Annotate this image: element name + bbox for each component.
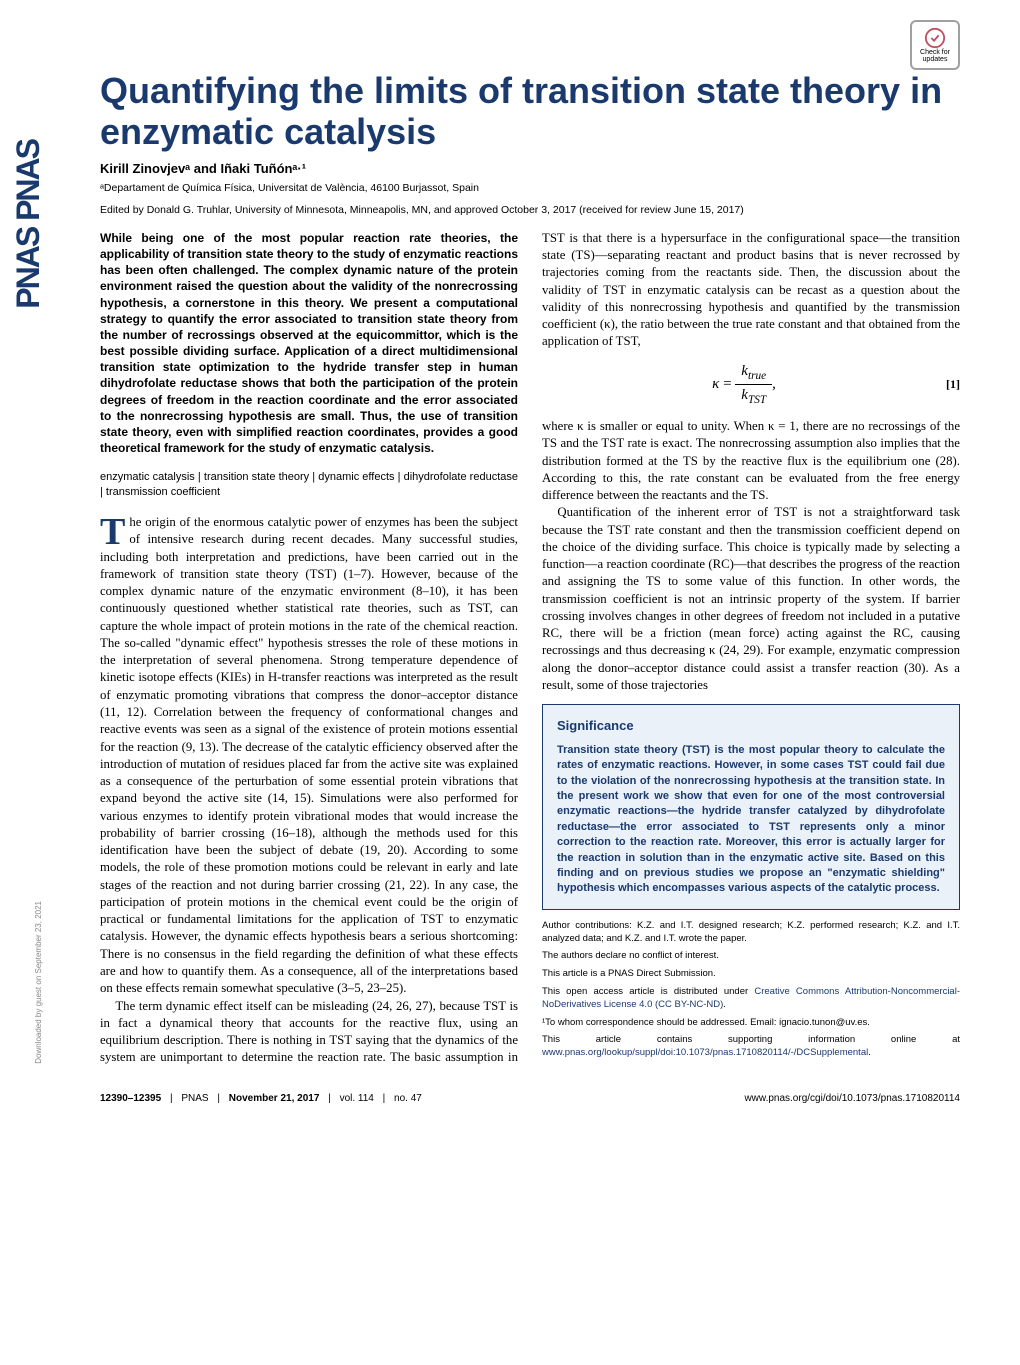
- journal-brand-sidebar: PNAS PNAS: [10, 140, 47, 309]
- equation-1: κ = ktrue kTST , [1]: [542, 361, 960, 408]
- footer-volume: vol. 114: [340, 1093, 374, 1104]
- body-paragraph: where κ is smaller or equal to unity. Wh…: [542, 418, 960, 504]
- significance-text: Transition state theory (TST) is the mos…: [557, 743, 945, 897]
- correspondence: ¹To whom correspondence should be addres…: [542, 1017, 960, 1030]
- author-contributions: Author contributions: K.Z. and I.T. desi…: [542, 920, 960, 946]
- footer-doi-url: www.pnas.org/cgi/doi/10.1073/pnas.171082…: [744, 1093, 960, 1104]
- supplemental-info: This article contains supporting informa…: [542, 1034, 960, 1060]
- conflict-statement: The authors declare no conflict of inter…: [542, 950, 960, 963]
- article-title: Quantifying the limits of transition sta…: [100, 70, 960, 153]
- authors: Kirill Zinovjevᵃ and Iñaki Tuñónᵃ·¹: [100, 161, 960, 176]
- edited-by-line: Edited by Donald G. Truhlar, University …: [100, 204, 960, 216]
- check-for-updates-badge[interactable]: Check for updates: [910, 20, 960, 70]
- license-statement: This open access article is distributed …: [542, 986, 960, 1012]
- supplemental-link[interactable]: www.pnas.org/lookup/suppl/doi:10.1073/pn…: [542, 1047, 868, 1058]
- page-range: 12390–12395: [100, 1093, 161, 1104]
- affiliation: ᵃDepartament de Química Física, Universi…: [100, 182, 960, 194]
- significance-heading: Significance: [557, 717, 945, 735]
- direct-submission: This article is a PNAS Direct Submission…: [542, 968, 960, 981]
- abstract: While being one of the most popular reac…: [100, 230, 518, 457]
- download-note: Downloaded by guest on September 23, 202…: [34, 901, 43, 1064]
- footer-journal: PNAS: [181, 1093, 208, 1104]
- footer-issue: no. 47: [394, 1093, 422, 1104]
- body-paragraph: The origin of the enormous catalytic pow…: [100, 514, 518, 997]
- check-updates-label: Check for updates: [912, 49, 958, 63]
- footer-date: November 21, 2017: [229, 1093, 320, 1104]
- equation-number: [1]: [946, 376, 960, 392]
- page-footer: 12390–12395 | PNAS | November 21, 2017 |…: [100, 1087, 960, 1104]
- body-paragraph: Quantification of the inherent error of …: [542, 504, 960, 694]
- check-updates-icon: [924, 27, 946, 49]
- keywords: enzymatic catalysis | transition state t…: [100, 470, 518, 500]
- significance-box: Significance Transition state theory (TS…: [542, 704, 960, 909]
- footnotes: Author contributions: K.Z. and I.T. desi…: [542, 920, 960, 1060]
